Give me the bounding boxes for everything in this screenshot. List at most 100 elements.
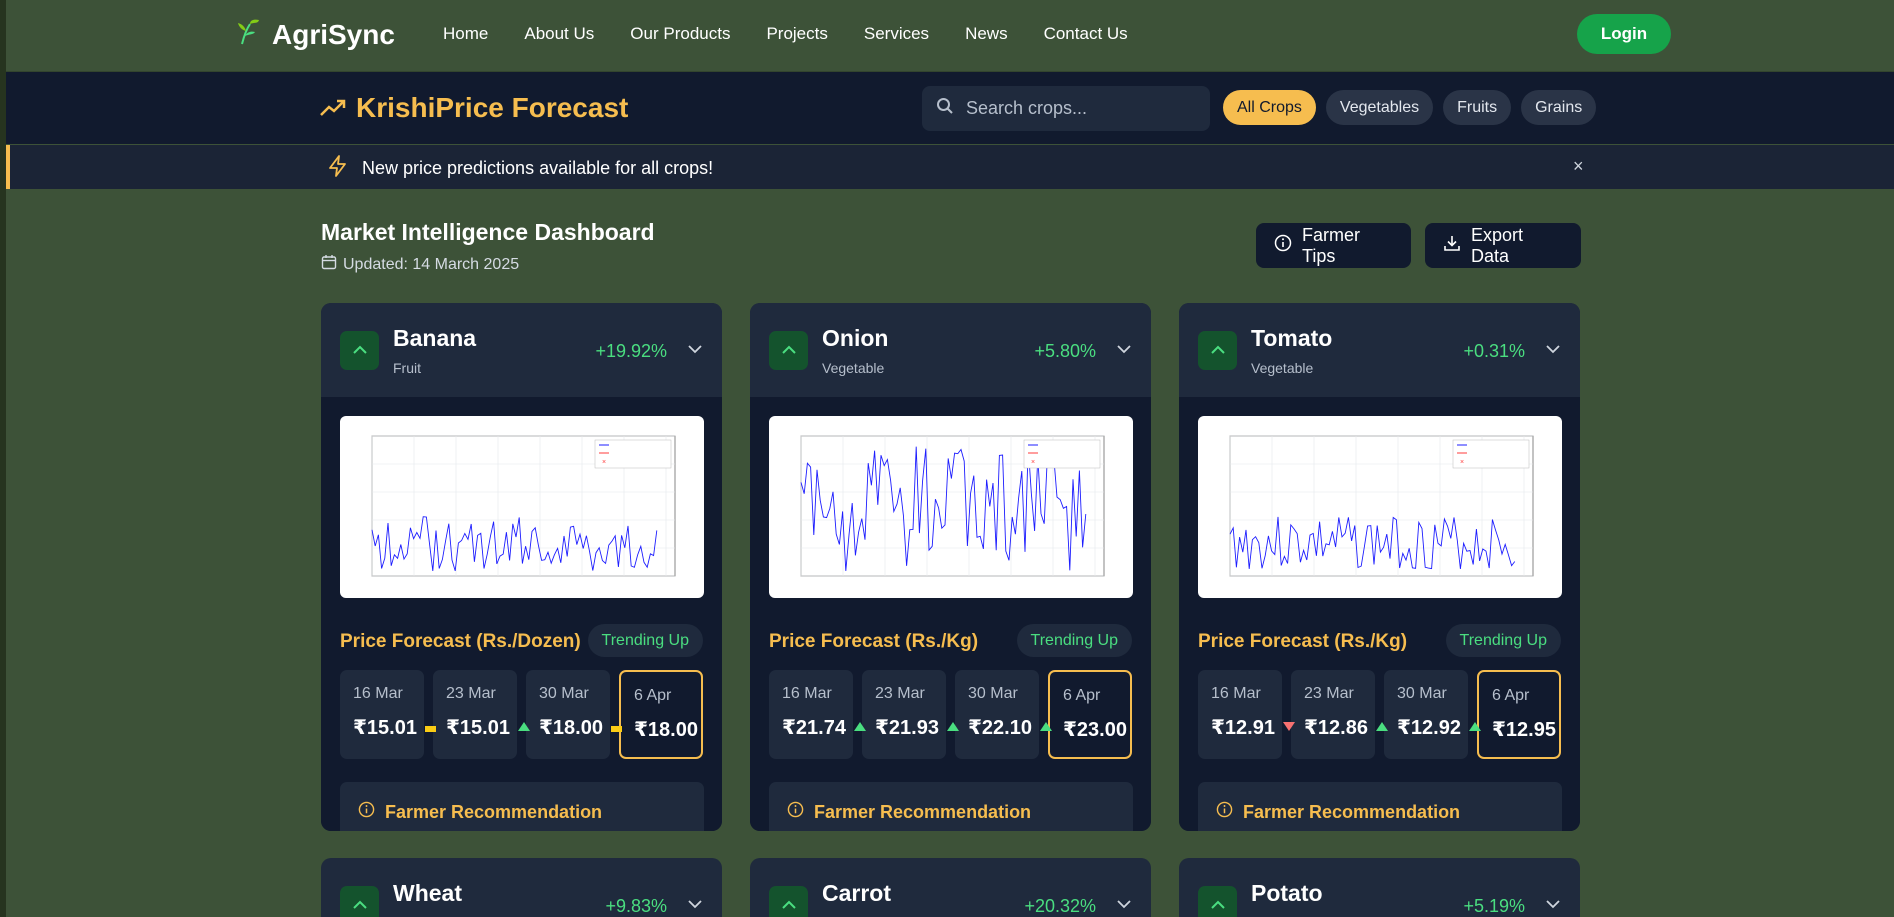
menu-contact-us[interactable]: Contact Us (1043, 24, 1128, 43)
download-icon (1443, 234, 1461, 257)
arrow-up-icon (781, 342, 797, 360)
menu-services[interactable]: Services (863, 24, 930, 43)
forecast-price: ₹23.00 (1063, 719, 1127, 741)
price-change: +0.31% (1463, 341, 1525, 361)
forecast-day[interactable]: 6 Apr ₹12.95 (1477, 670, 1561, 759)
arrow-up-icon (352, 342, 368, 360)
forecast-date: 16 Mar (782, 685, 832, 702)
card-body: × Price Forecast (Rs./Dozen) Trending Up… (321, 397, 722, 831)
filter-vegetables[interactable]: Vegetables (1325, 90, 1434, 125)
search-input[interactable] (966, 98, 1186, 119)
forecast-price: ₹22.10 (968, 717, 1032, 739)
crop-card-carrot[interactable]: Carrot +20.32% (750, 858, 1151, 917)
farmer-tips-label: Farmer Tips (1302, 224, 1360, 266)
forecast-date: 6 Apr (1492, 687, 1530, 704)
forecast-date: 16 Mar (1211, 685, 1261, 702)
crop-category: Vegetable (1251, 360, 1314, 376)
chevron-down-icon[interactable] (1546, 896, 1560, 914)
filter-all-crops[interactable]: All Crops (1223, 90, 1316, 125)
card-header[interactable]: Banana Fruit +19.92% (321, 303, 722, 397)
notice-text: New price predictions available for all … (362, 158, 714, 178)
forecast-day[interactable]: 23 Mar ₹12.86 (1291, 670, 1375, 759)
forecast-day[interactable]: 16 Mar ₹21.74 (769, 670, 853, 759)
crop-name: Tomato (1251, 325, 1333, 351)
filter-grains[interactable]: Grains (1521, 90, 1597, 125)
change-marker-flat (425, 726, 436, 732)
chevron-down-icon[interactable] (1546, 341, 1560, 359)
updated-text: Updated: 14 March 2025 (343, 255, 520, 273)
search-box (922, 86, 1210, 131)
price-trend-chart-image: × (340, 416, 704, 598)
chevron-down-icon[interactable] (688, 341, 702, 359)
crop-card-banana: Banana Fruit +19.92% × Price Forecast (R… (321, 303, 722, 831)
change-marker-up (1469, 722, 1481, 731)
menu-home[interactable]: Home (443, 24, 489, 43)
recommendation-title: Farmer Recommendation (814, 801, 1032, 822)
chevron-down-icon[interactable] (688, 896, 702, 914)
calendar-icon (321, 254, 337, 275)
forecast-day[interactable]: 16 Mar ₹12.91 (1198, 670, 1282, 759)
forecast-title: Price Forecast (Rs./Kg) (769, 631, 979, 652)
forecast-day[interactable]: 23 Mar ₹21.93 (862, 670, 946, 759)
change-marker-down (1283, 722, 1295, 731)
forecast-day[interactable]: 6 Apr ₹23.00 (1048, 670, 1132, 759)
forecast-day[interactable]: 30 Mar ₹18.00 (526, 670, 610, 759)
change-marker-up (1376, 722, 1388, 731)
forecast-day[interactable]: 16 Mar ₹15.01 (340, 670, 424, 759)
trending-up-icon (320, 92, 346, 124)
chevron-down-icon[interactable] (1117, 341, 1131, 359)
forecast-date: 23 Mar (1304, 685, 1354, 702)
trend-up-badge (340, 331, 379, 370)
card-header[interactable]: Tomato Vegetable +0.31% (1179, 303, 1580, 397)
forecast-day[interactable]: 30 Mar ₹22.10 (955, 670, 1039, 759)
close-icon[interactable]: × (1573, 156, 1584, 176)
menu-projects[interactable]: Projects (766, 24, 828, 43)
trend-up-badge (769, 331, 808, 370)
price-change: +19.92% (595, 341, 667, 361)
brand[interactable]: AgriSync (236, 18, 395, 51)
price-change: +20.32% (1024, 896, 1096, 916)
crop-card-potato[interactable]: Potato +5.19% (1179, 858, 1580, 917)
trend-up-badge (769, 886, 808, 917)
menu-about-us[interactable]: About Us (524, 24, 595, 43)
crop-name: Wheat (393, 880, 462, 906)
forecast-date: 16 Mar (353, 685, 403, 702)
forecast-day[interactable]: 23 Mar ₹15.01 (433, 670, 517, 759)
farmer-recommendation[interactable]: Farmer Recommendation (769, 782, 1133, 831)
recommendation-title: Farmer Recommendation (385, 801, 603, 822)
forecast-price: ₹21.74 (782, 717, 846, 739)
arrow-up-icon (1210, 342, 1226, 360)
filter-fruits[interactable]: Fruits (1443, 90, 1512, 125)
chevron-down-icon[interactable] (1117, 896, 1131, 914)
forecast-date: 30 Mar (968, 685, 1018, 702)
forecast-price: ₹12.92 (1397, 717, 1461, 739)
forecast-date: 6 Apr (1063, 687, 1101, 704)
farmer-recommendation[interactable]: Farmer Recommendation (1198, 782, 1562, 831)
export-data-button[interactable]: Export Data (1425, 223, 1581, 268)
forecast-day[interactable]: 6 Apr ₹18.00 (619, 670, 703, 759)
forecast-price: ₹12.86 (1304, 717, 1368, 739)
card-header[interactable]: Onion Vegetable +5.80% (750, 303, 1151, 397)
updated-date: Updated: 14 March 2025 (321, 254, 519, 275)
trend-up-badge (1198, 331, 1237, 370)
forecast-price: ₹15.01 (353, 717, 417, 739)
card-body: × Price Forecast (Rs./Kg) Trending Up 16… (1179, 397, 1580, 831)
info-icon (787, 801, 804, 823)
top-navbar: AgriSync Home About Us Our Products Proj… (6, 0, 1894, 72)
forecast-date: 6 Apr (634, 687, 672, 704)
menu-news[interactable]: News (965, 24, 1008, 43)
crop-card-wheat[interactable]: Wheat +9.83% (321, 858, 722, 917)
forecast-days: 16 Mar ₹15.01 23 Mar ₹15.01 30 Mar ₹18.0… (340, 670, 722, 762)
forecast-price: ₹21.93 (875, 717, 939, 739)
trend-badge: Trending Up (587, 624, 703, 657)
login-button[interactable]: Login (1577, 14, 1671, 54)
crop-category: Vegetable (822, 360, 885, 376)
menu-our-products[interactable]: Our Products (630, 24, 731, 43)
farmer-recommendation[interactable]: Farmer Recommendation (340, 782, 704, 831)
forecast-days: 16 Mar ₹12.91 23 Mar ₹12.86 30 Mar ₹12.9… (1198, 670, 1580, 762)
forecast-day[interactable]: 30 Mar ₹12.92 (1384, 670, 1468, 759)
trend-up-badge (340, 886, 379, 917)
farmer-tips-button[interactable]: Farmer Tips (1256, 223, 1411, 268)
info-icon (358, 801, 375, 823)
search-icon (936, 97, 954, 120)
